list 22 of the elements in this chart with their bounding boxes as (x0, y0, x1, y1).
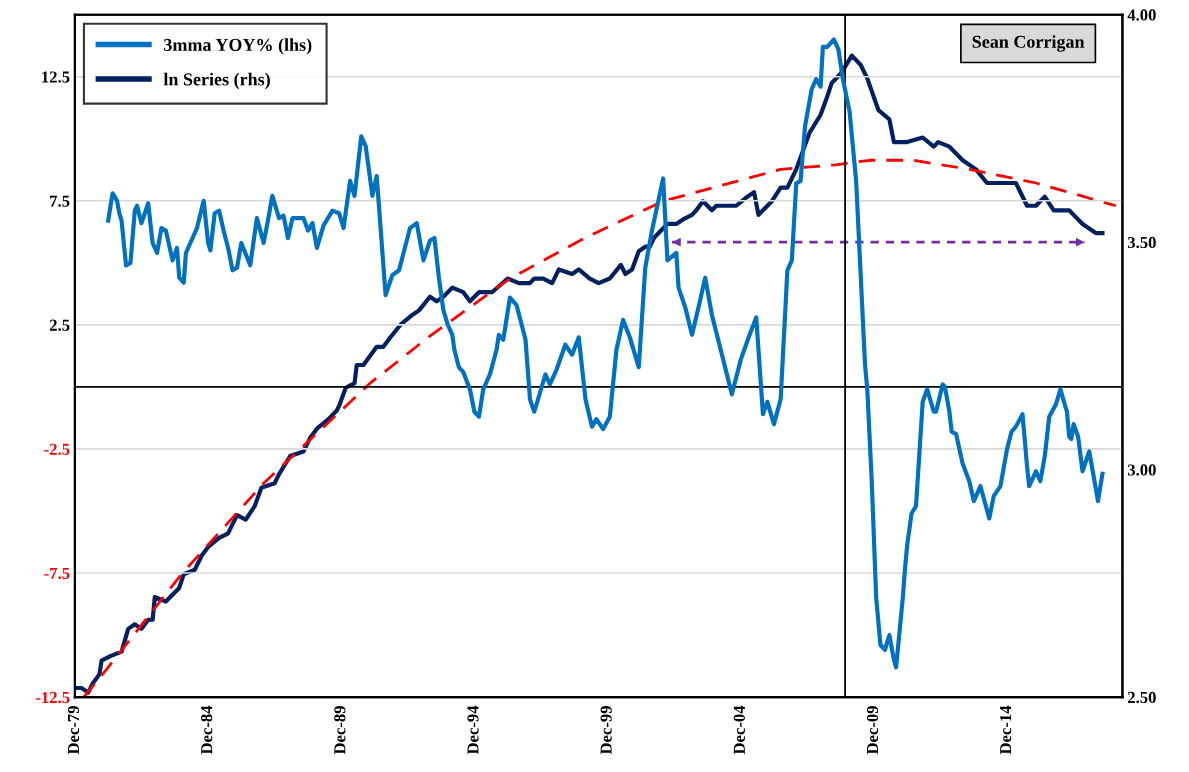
x-tick-label: Dec-79 (67, 706, 80, 755)
y2-tick-label: 3.50 (1127, 236, 1156, 249)
x-tick-label: Dec-04 (733, 705, 745, 755)
y2-tick-label: 3.00 (1127, 464, 1156, 476)
y-tick-label: 2.5 (49, 319, 70, 331)
x-tick-label: Dec-09 (866, 706, 879, 755)
x-tick-label: Dec-84 (201, 705, 213, 755)
annotation: Sean Corrigan (972, 35, 1085, 52)
y2-tick-label: 2.50 (1127, 691, 1156, 704)
y-tick-label: -7.5 (44, 567, 70, 580)
y-tick-label: 7.5 (50, 195, 70, 207)
line-series (82, 158, 1118, 698)
x-tick-label: Dec-99 (600, 706, 612, 755)
y-tick-label: -12.5 (35, 691, 70, 704)
y-tick-label: -2.5 (44, 443, 70, 455)
x-tick-label: Dec-89 (334, 706, 346, 755)
y-tick-label: 12.5 (42, 71, 70, 83)
x-tick-label: Dec-94 (467, 705, 479, 755)
y2-tick-label: 4.00 (1127, 9, 1156, 21)
legend-label: ln Series (rhs) (163, 72, 270, 90)
x-tick-label: Dec-14 (1000, 705, 1012, 755)
legend-label: 3mma YOY% (lhs) (164, 38, 312, 55)
